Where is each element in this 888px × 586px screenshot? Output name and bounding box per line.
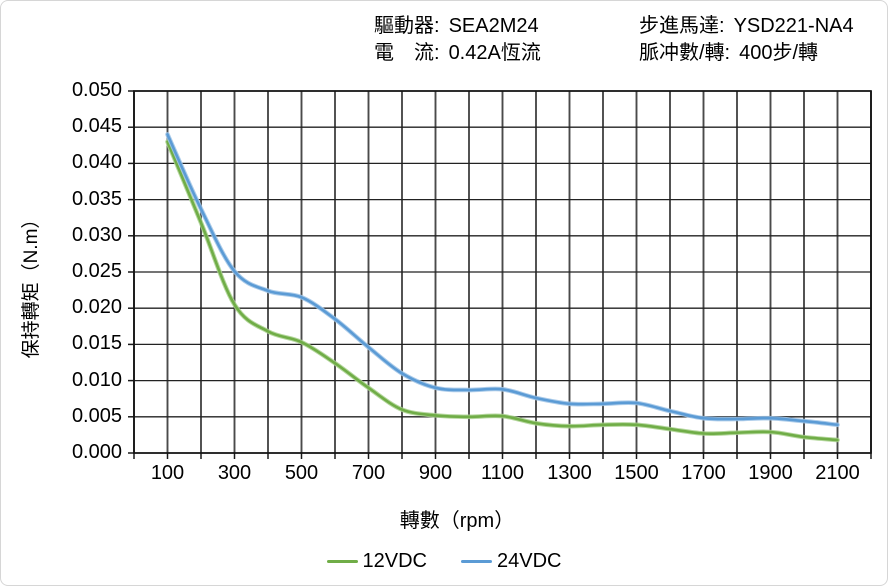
legend-label-24vdc: 24VDC bbox=[497, 550, 562, 572]
pulses-value: 400步/轉 bbox=[739, 42, 819, 64]
y-tick-label: 0.050 bbox=[71, 79, 122, 101]
header-pulses: 脈冲數/轉: 400步/轉 bbox=[639, 41, 818, 65]
x-tick-label: 2100 bbox=[815, 462, 860, 484]
plot-border bbox=[133, 90, 872, 454]
x-tick-label: 100 bbox=[150, 462, 185, 484]
pulses-label: 脈冲數/轉: bbox=[639, 42, 731, 64]
y-axis-title: 保持轉矩（N.m） bbox=[21, 209, 42, 359]
x-tick-label: 300 bbox=[217, 462, 252, 484]
y-tick-label: 0.045 bbox=[71, 115, 122, 138]
y-tick-label: 0.010 bbox=[71, 368, 122, 391]
legend: 12VDC 24VDC bbox=[1, 550, 887, 573]
x-tick-label: 1100 bbox=[480, 462, 524, 484]
driver-label: 驅動器: bbox=[374, 15, 440, 37]
legend-label-12vdc: 12VDC bbox=[362, 550, 427, 572]
y-tick-label: 0.040 bbox=[71, 151, 122, 174]
x-axis-title: 轉數（rpm） bbox=[399, 510, 515, 532]
x-tick-label: 1300 bbox=[547, 462, 592, 484]
y-tick-label: 0.025 bbox=[71, 260, 122, 282]
y-tick-label: 0.000 bbox=[71, 441, 122, 463]
legend-line-12vdc bbox=[326, 560, 358, 563]
x-tick-label: 900 bbox=[418, 462, 453, 484]
series-line-24vdc bbox=[166, 133, 839, 427]
y-tick-label: 0.030 bbox=[71, 223, 122, 246]
legend-line-24vdc bbox=[461, 560, 492, 563]
current-value: 0.42A恆流 bbox=[448, 42, 541, 64]
y-tick-label: 0.035 bbox=[71, 187, 122, 210]
motor-label: 步進馬達: bbox=[639, 15, 725, 37]
legend-item-12vdc: 12VDC bbox=[326, 550, 427, 573]
series-line-12vdc bbox=[166, 140, 839, 442]
x-tick-label: 500 bbox=[284, 462, 319, 484]
y-tick-label: 0.020 bbox=[71, 296, 122, 319]
header-motor: 步進馬達: YSD221-NA4 bbox=[639, 14, 854, 38]
legend-item-24vdc: 24VDC bbox=[461, 550, 561, 573]
x-tick-label: 1900 bbox=[748, 462, 793, 484]
y-tick-label: 0.015 bbox=[71, 332, 122, 355]
x-tick-label: 1700 bbox=[681, 462, 726, 484]
motor-value: YSD221-NA4 bbox=[733, 15, 854, 37]
x-tick-label: 1500 bbox=[614, 462, 659, 484]
driver-value: SEA2M24 bbox=[448, 15, 539, 37]
x-tick-label: 700 bbox=[351, 462, 386, 484]
current-label: 電 流: bbox=[374, 42, 440, 64]
header-current: 電 流: 0.42A恆流 bbox=[374, 41, 541, 65]
header-driver: 驅動器: SEA2M24 bbox=[374, 14, 539, 38]
y-tick-label: 0.005 bbox=[71, 404, 122, 427]
